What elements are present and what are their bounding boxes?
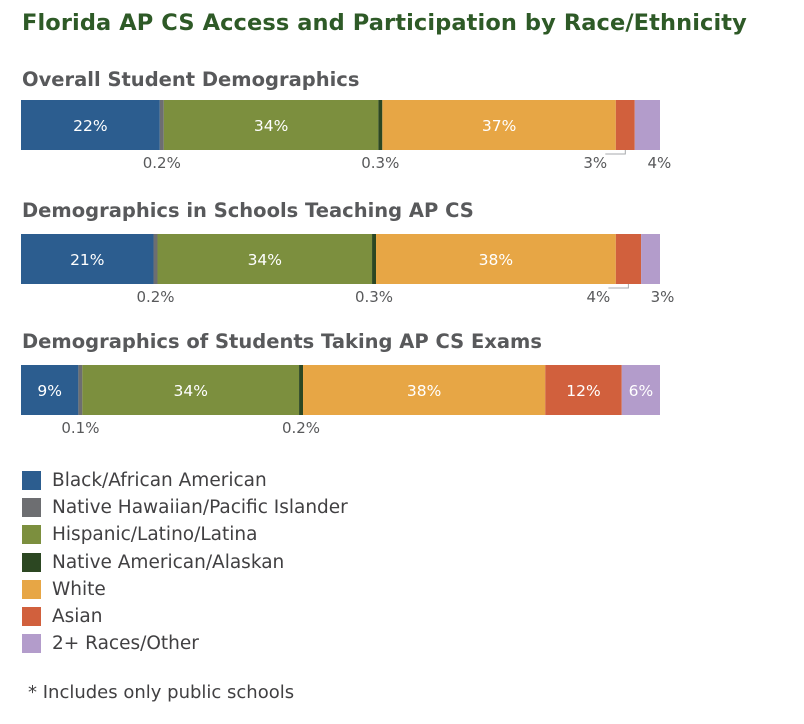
data-label: 37%	[482, 117, 516, 135]
bar-segment	[382, 100, 616, 150]
legend-swatch	[22, 471, 41, 491]
chart-title-schools-teaching: Demographics in Schools Teaching AP CS	[22, 199, 474, 222]
bar-segment	[376, 234, 616, 284]
bar-segment	[641, 234, 660, 284]
data-label: 4%	[587, 288, 611, 306]
legend-label: Hispanic/Latino/Latina	[52, 524, 258, 546]
stacked-bar-charts: 22% 0.2% 34% 0.3% 37% 3% 4% 21% 0.2% 34% 0.3% 38% 4%…	[21, 100, 674, 437]
data-label: 34%	[248, 251, 282, 269]
legend-item: 2+ Races/Other	[22, 630, 348, 657]
bar-segment	[163, 100, 379, 150]
bar-segment	[82, 365, 300, 415]
legend-label: White	[52, 578, 106, 600]
stacked-bar: 9% 0.1% 34% 0.2% 38% 12% 6%	[21, 365, 660, 437]
data-label: 0.2%	[143, 154, 181, 172]
data-label: 38%	[407, 382, 441, 400]
bar-segment	[545, 365, 622, 415]
label-leader-line	[605, 150, 626, 155]
bar-segment	[299, 365, 304, 415]
data-label: 4%	[648, 154, 672, 172]
legend-swatch	[22, 552, 41, 572]
bar-segment	[21, 234, 154, 284]
bar-segment	[615, 100, 635, 150]
bar-segment	[157, 234, 373, 284]
legend-item: Hispanic/Latino/Latina	[22, 521, 348, 548]
stacked-bar: 21% 0.2% 34% 0.3% 38% 4% 3%	[21, 234, 674, 306]
legend-label: Asian	[52, 606, 103, 628]
legend-item: White	[22, 576, 348, 603]
legend-swatch	[22, 525, 41, 545]
data-label: 34%	[254, 117, 288, 135]
stacked-bar: 22% 0.2% 34% 0.3% 37% 3% 4%	[21, 100, 671, 172]
legend: Black/African American Native Hawaiian/P…	[22, 467, 348, 657]
legend-label: Native American/Alaskan	[52, 551, 285, 573]
footnote: * Includes only public schools	[28, 682, 295, 703]
legend-item: Black/African American	[22, 467, 348, 494]
legend-swatch	[22, 579, 41, 599]
data-label: 0.3%	[355, 288, 393, 306]
data-label: 38%	[479, 251, 513, 269]
label-leader-line	[608, 284, 629, 289]
legend-label: Black/African American	[52, 470, 267, 492]
bar-segment	[21, 100, 160, 150]
data-label: 21%	[70, 251, 104, 269]
legend-label: 2+ Races/Other	[52, 633, 199, 655]
chart-title-overall: Overall Student Demographics	[22, 68, 360, 91]
bar-segment	[372, 234, 377, 284]
bar-segment	[159, 100, 164, 150]
data-label: 34%	[173, 382, 207, 400]
bar-segment	[378, 100, 383, 150]
chart-title-exam-takers: Demographics of Students Taking AP CS Ex…	[22, 330, 542, 353]
data-label: 12%	[566, 382, 600, 400]
data-label: 9%	[37, 382, 62, 400]
bar-segment	[634, 100, 660, 150]
legend-item: Native Hawaiian/Pacific Islander	[22, 494, 348, 521]
legend-swatch	[22, 634, 41, 654]
bar-segment	[21, 365, 79, 415]
bar-segment	[303, 365, 546, 415]
bar-segment	[615, 234, 642, 284]
bar-segment	[78, 365, 83, 415]
bar-segment	[621, 365, 660, 415]
legend-swatch	[22, 498, 41, 518]
data-label: 0.1%	[61, 419, 99, 437]
legend-item: Native American/Alaskan	[22, 549, 348, 576]
legend-swatch	[22, 607, 41, 627]
bar-segment	[153, 234, 158, 284]
page-title: Florida AP CS Access and Participation b…	[22, 10, 747, 36]
legend-label: Native Hawaiian/Pacific Islander	[52, 497, 348, 519]
data-label: 6%	[629, 382, 654, 400]
data-label: 3%	[583, 154, 607, 172]
data-label: 3%	[651, 288, 675, 306]
data-label: 22%	[73, 117, 107, 135]
data-label: 0.2%	[282, 419, 320, 437]
data-label: 0.2%	[136, 288, 174, 306]
legend-item: Asian	[22, 603, 348, 630]
data-label: 0.3%	[361, 154, 399, 172]
